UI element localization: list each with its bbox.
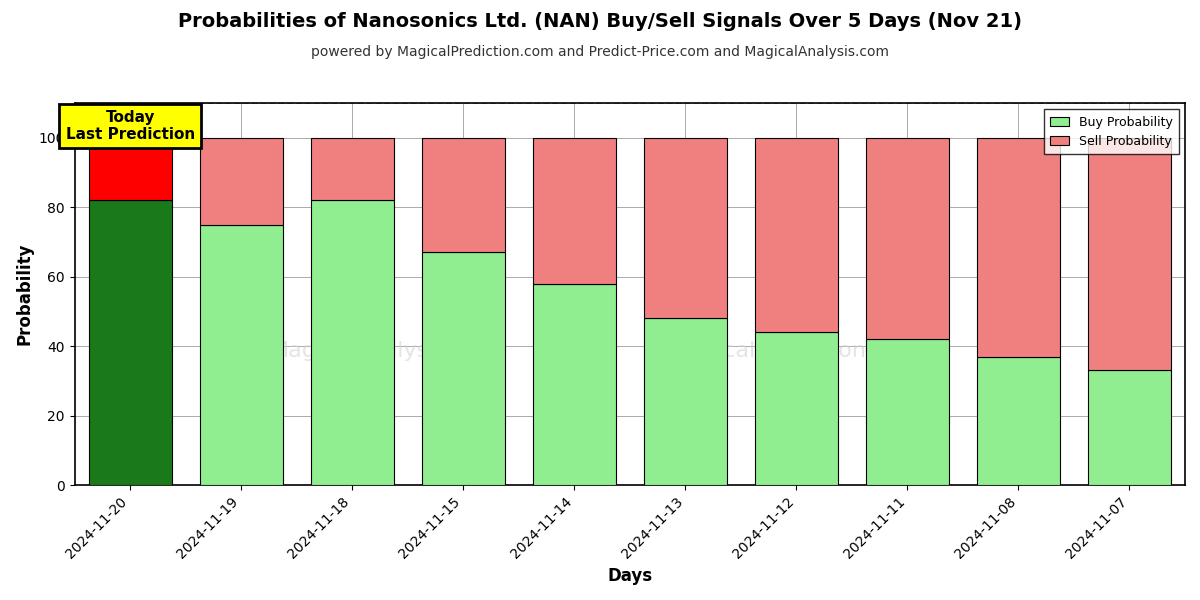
Bar xyxy=(89,200,172,485)
Legend: Buy Probability, Sell Probability: Buy Probability, Sell Probability xyxy=(1044,109,1178,154)
Bar xyxy=(89,138,172,200)
Bar xyxy=(643,319,727,485)
Bar xyxy=(755,332,838,485)
Bar xyxy=(977,138,1060,356)
Bar xyxy=(643,138,727,319)
Bar xyxy=(421,138,505,253)
Bar xyxy=(977,356,1060,485)
Bar xyxy=(533,138,616,284)
Text: Probabilities of Nanosonics Ltd. (NAN) Buy/Sell Signals Over 5 Days (Nov 21): Probabilities of Nanosonics Ltd. (NAN) B… xyxy=(178,12,1022,31)
Bar xyxy=(865,339,949,485)
Bar xyxy=(421,253,505,485)
Bar xyxy=(199,138,283,224)
Text: powered by MagicalPrediction.com and Predict-Price.com and MagicalAnalysis.com: powered by MagicalPrediction.com and Pre… xyxy=(311,45,889,59)
Bar xyxy=(1088,370,1171,485)
X-axis label: Days: Days xyxy=(607,567,653,585)
Bar xyxy=(533,284,616,485)
Text: Today
Last Prediction: Today Last Prediction xyxy=(66,110,194,142)
Y-axis label: Probability: Probability xyxy=(16,243,34,345)
Bar xyxy=(1088,138,1171,370)
Bar xyxy=(311,138,394,200)
Text: MagicalPrediction.com: MagicalPrediction.com xyxy=(671,341,922,361)
Bar xyxy=(199,224,283,485)
Bar xyxy=(755,138,838,332)
Bar xyxy=(311,200,394,485)
Bar xyxy=(865,138,949,339)
Text: MagicalAnalysis.com: MagicalAnalysis.com xyxy=(270,341,502,361)
